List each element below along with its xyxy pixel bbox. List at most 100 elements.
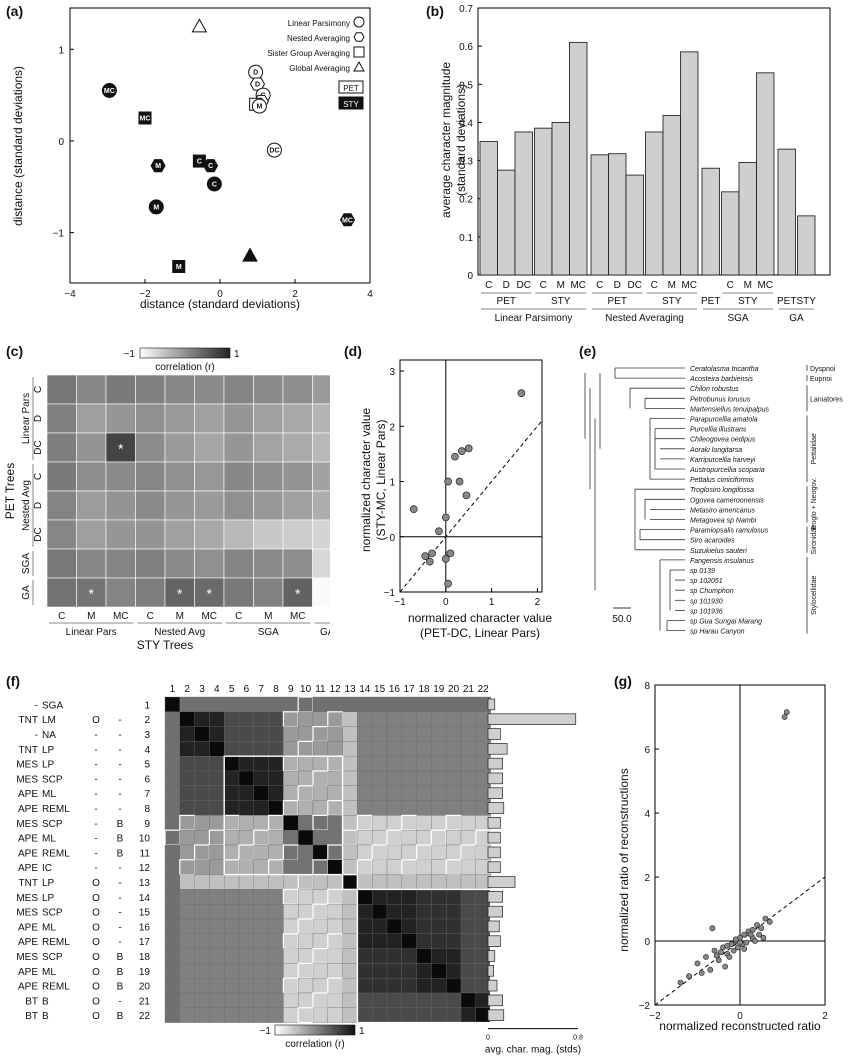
row-method: LP	[42, 878, 55, 889]
matrix-cell	[164, 918, 180, 934]
row-branch: -	[118, 804, 121, 815]
clade-label: Sironidae	[811, 525, 818, 555]
matrix-cell	[372, 830, 388, 846]
matrix-cell	[372, 815, 388, 831]
matrix-cell	[357, 904, 373, 920]
taxon-label: Fangensis insulanus	[690, 558, 754, 565]
taxon-label: sp 0139	[690, 568, 715, 575]
data-point	[783, 709, 790, 716]
matrix-cell	[357, 800, 373, 816]
matrix-cell	[357, 844, 373, 860]
matrix-cell	[446, 741, 462, 757]
panel-b-ylabel-2: (standard deviations)	[454, 84, 468, 196]
matrix-cell	[401, 889, 417, 905]
matrix-cell	[460, 978, 476, 994]
row-branch: -	[118, 937, 121, 948]
bar	[645, 131, 664, 276]
data-point	[150, 159, 166, 173]
col-group-label: SGA	[258, 627, 279, 638]
row-outgroup: O	[92, 715, 100, 726]
x-tick-label: 0	[443, 597, 449, 608]
heatmap-cell	[76, 403, 107, 434]
data-point	[760, 934, 767, 941]
matrix-cell	[342, 963, 358, 979]
panel-f-matrix: 1 2 3 4 5 6 7 8 9 10 11 12 13 14 15 16 17 18 19 20 21 22- SGA 1…	[16, 684, 583, 1056]
matrix-cell	[327, 992, 343, 1008]
legend-marker	[353, 32, 365, 42]
x-tick-label: −2	[649, 1011, 661, 1022]
panel-d-ylabel: normalized character value	[359, 408, 373, 552]
matrix-cell	[238, 726, 254, 742]
heatmap-cell	[135, 432, 166, 463]
matrix-cell	[179, 978, 195, 994]
plot-frame	[399, 359, 543, 593]
matrix-cell	[194, 933, 210, 949]
heatmap-cell	[194, 519, 225, 550]
data-point	[781, 714, 788, 720]
row-method: ML	[42, 834, 56, 845]
data-point	[409, 505, 418, 513]
matrix-cell	[401, 859, 418, 876]
matrix-cell	[253, 785, 269, 801]
matrix-cell	[342, 785, 358, 801]
row-branch: B	[117, 834, 124, 845]
matrix-cell	[224, 741, 240, 757]
matrix-cell	[179, 992, 195, 1008]
panel-a-legend: Linear Parsimony Nested Averaging Sister G…	[267, 16, 365, 110]
bar	[738, 162, 757, 276]
row-method: ML	[42, 967, 56, 978]
data-point-label: DC	[269, 148, 279, 155]
row-outgroup: O	[92, 1011, 100, 1022]
data-point-label: C	[212, 182, 217, 189]
matrix-cell	[268, 874, 284, 890]
bar	[534, 127, 553, 276]
matrix-cell	[446, 874, 462, 890]
heatmap-cell	[164, 461, 195, 492]
matrix-cell	[238, 815, 254, 831]
matrix-cell	[401, 726, 417, 742]
row-outgroup: O	[92, 908, 100, 919]
data-point	[266, 142, 282, 158]
avg-magnitude-bar	[487, 979, 498, 992]
matrix-cell	[327, 815, 343, 831]
avg-magnitude-bar	[487, 965, 494, 977]
matrix-cell	[401, 992, 417, 1008]
data-point	[722, 963, 729, 970]
block-outline	[341, 873, 359, 891]
matrix-cell	[312, 696, 328, 712]
matrix-cell	[430, 829, 447, 846]
data-point	[703, 954, 709, 960]
data-point	[698, 970, 705, 976]
col-number: 15	[374, 684, 386, 695]
row-outgroup: O	[92, 937, 100, 948]
col-number: 10	[300, 684, 312, 695]
matrix-cell	[357, 726, 373, 742]
row-number: 20	[139, 982, 151, 993]
matrix-cell	[312, 711, 328, 727]
row-method: ML	[42, 789, 56, 800]
matrix-cell	[194, 963, 210, 979]
significance-star: *	[89, 586, 95, 602]
matrix-cell	[416, 918, 432, 934]
matrix-cell	[224, 889, 240, 905]
matrix-cell	[431, 741, 447, 757]
heatmap-cell	[282, 548, 313, 579]
matrix-cell	[194, 844, 211, 861]
matrix-cell	[416, 785, 432, 801]
matrix-cell	[342, 711, 358, 727]
matrix-cell	[401, 963, 417, 979]
col-number: 12	[330, 684, 342, 695]
matrix-cell	[282, 888, 299, 905]
panel-c-label: (c)	[6, 343, 23, 359]
data-point-label: D	[255, 82, 260, 89]
group-label: PET	[777, 296, 796, 307]
x-tick-label: 1	[489, 597, 495, 608]
avg-magnitude-bar	[487, 728, 501, 740]
row-method: SGA	[42, 700, 63, 711]
data-point	[462, 491, 471, 500]
matrix-cell	[283, 770, 299, 786]
data-point	[203, 159, 219, 173]
heatmap-cell	[164, 403, 195, 434]
row-outgroup: -	[94, 745, 97, 756]
matrix-cell	[283, 785, 299, 801]
